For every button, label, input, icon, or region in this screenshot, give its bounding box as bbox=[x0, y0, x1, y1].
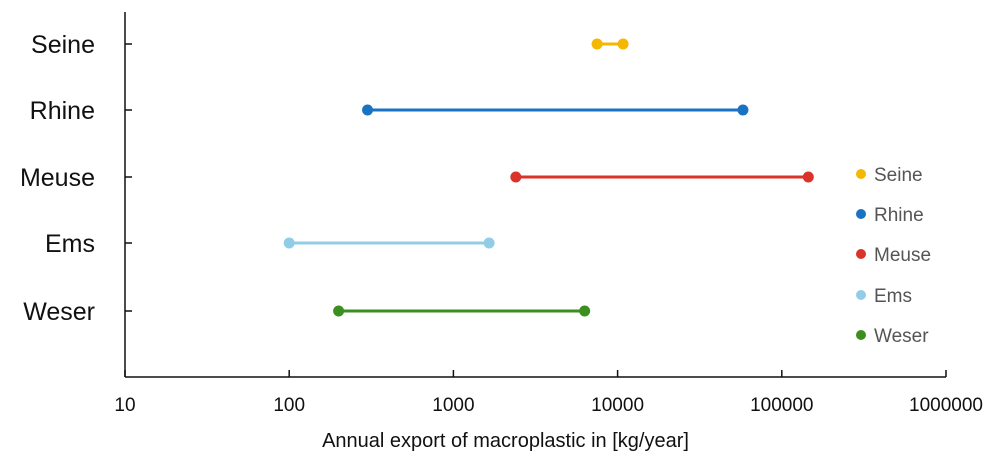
range-min-point-rhine bbox=[362, 104, 374, 116]
y-tick-label-weser: Weser bbox=[23, 298, 95, 326]
range-meuse bbox=[510, 171, 814, 183]
legend-label-weser: Weser bbox=[874, 326, 929, 347]
y-tick-label-ems: Ems bbox=[45, 230, 95, 258]
y-axis-ticks: Seine Rhine Meuse Ems Weser bbox=[20, 31, 132, 326]
legend-label-meuse: Meuse bbox=[874, 245, 931, 266]
legend-item-seine: Seine bbox=[856, 165, 923, 186]
legend-marker-rhine bbox=[856, 209, 866, 219]
legend-item-meuse: Meuse bbox=[856, 245, 931, 266]
range-series bbox=[283, 38, 814, 317]
x-tick-label-10000: 10000 bbox=[591, 395, 644, 416]
range-weser bbox=[333, 305, 591, 317]
range-min-point-weser bbox=[333, 305, 345, 317]
x-axis-ticks: 10 100 1000 10000 100000 1000000 bbox=[114, 370, 983, 416]
range-max-point-seine bbox=[617, 38, 629, 50]
x-tick-label-1000000: 1000000 bbox=[909, 395, 983, 416]
y-tick-label-rhine: Rhine bbox=[30, 97, 95, 125]
legend-item-ems: Ems bbox=[856, 286, 912, 307]
y-tick-label-seine: Seine bbox=[31, 31, 95, 59]
x-tick-label-100000: 100000 bbox=[750, 395, 813, 416]
x-axis-title: Annual export of macroplastic in [kg/yea… bbox=[322, 430, 689, 452]
x-tick-label-1000: 1000 bbox=[432, 395, 474, 416]
x-tick-label-10: 10 bbox=[114, 395, 135, 416]
legend-item-rhine: Rhine bbox=[856, 205, 924, 226]
legend-marker-meuse bbox=[856, 249, 866, 259]
range-max-point-ems bbox=[483, 237, 495, 249]
range-seine bbox=[591, 38, 629, 50]
range-min-point-meuse bbox=[510, 171, 522, 183]
axes bbox=[124, 12, 946, 378]
x-tick-label-100: 100 bbox=[273, 395, 305, 416]
range-min-point-ems bbox=[283, 237, 295, 249]
range-max-point-weser bbox=[579, 305, 591, 317]
range-min-point-seine bbox=[591, 38, 603, 50]
legend: Seine Rhine Meuse Ems Weser bbox=[856, 165, 931, 347]
legend-marker-seine bbox=[856, 169, 866, 179]
y-tick-label-meuse: Meuse bbox=[20, 164, 95, 192]
range-max-point-meuse bbox=[802, 171, 814, 183]
range-max-point-rhine bbox=[737, 104, 749, 116]
legend-label-ems: Ems bbox=[874, 286, 912, 307]
range-rhine bbox=[362, 104, 749, 116]
legend-marker-ems bbox=[856, 290, 866, 300]
range-ems bbox=[283, 237, 495, 249]
legend-marker-weser bbox=[856, 330, 866, 340]
legend-item-weser: Weser bbox=[856, 326, 929, 347]
legend-label-seine: Seine bbox=[874, 165, 923, 186]
legend-label-rhine: Rhine bbox=[874, 205, 924, 226]
